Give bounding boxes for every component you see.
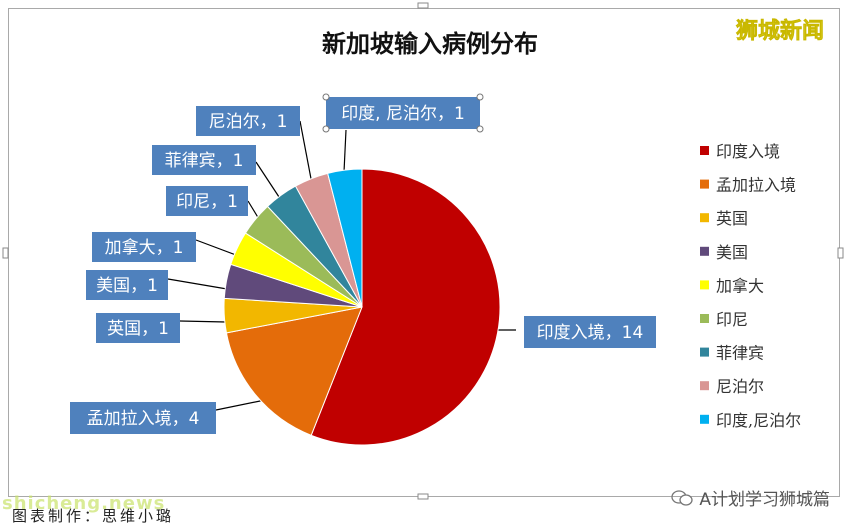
legend-swatch-7 [700, 347, 709, 357]
legend-swatch-6 [700, 314, 709, 323]
data-label-8[interactable]: 尼泊尔，1 [196, 106, 300, 136]
data-label-text-8: 尼泊尔，1 [209, 112, 288, 132]
data-label-box-2 [70, 402, 216, 434]
chart-title: 新加坡输入病例分布 [322, 30, 538, 58]
data-label-text-7: 菲律宾，1 [165, 151, 244, 171]
legend-swatch-8 [700, 381, 709, 391]
pie-slice-2 [225, 306, 363, 436]
legend-swatch-5 [700, 280, 709, 290]
label-selection-handle-4[interactable] [476, 125, 484, 133]
label-selection-handle-3[interactable] [322, 125, 330, 133]
frame-handle-right[interactable] [837, 247, 844, 259]
caption: 图表制作：思维小璐 [12, 507, 175, 525]
legend-label-7: 菲律宾 [716, 344, 764, 363]
data-label-5[interactable]: 加拿大，1 [92, 232, 196, 262]
legend-swatch-1 [700, 146, 709, 155]
footer-account: A计划学习狮城篇 [671, 485, 830, 510]
watermark: shicheng.news [2, 493, 166, 514]
data-label-box-6 [166, 186, 248, 216]
pie-slice-9 [327, 168, 363, 308]
leader-lines [167, 120, 516, 411]
data-label-text-3: 英国，1 [107, 319, 169, 339]
legend-swatch-3 [700, 213, 709, 223]
legend-label-8: 尼泊尔 [716, 377, 764, 396]
data-label-box-3 [96, 313, 180, 343]
data-label-2[interactable]: 孟加拉入境，4 [70, 402, 216, 434]
leader-line-5 [195, 239, 237, 256]
legend-swatch-4 [700, 246, 709, 256]
data-label-box-7 [152, 145, 256, 175]
legend-label-1: 印度入境 [716, 142, 780, 161]
data-label-text-4: 美国，1 [96, 276, 158, 296]
pie-slices [223, 168, 501, 446]
frame-handle-top[interactable] [417, 2, 429, 9]
legend-label-4: 美国 [716, 243, 748, 262]
legend-swatch-9 [700, 414, 709, 424]
data-label-text-1: 印度入境，14 [537, 323, 644, 343]
label-selection-handle-2[interactable] [476, 93, 484, 101]
data-label-text-2: 孟加拉入境，4 [87, 409, 200, 429]
data-label-4[interactable]: 美国，1 [86, 270, 168, 300]
brand-logo: 狮城新闻 [736, 18, 824, 44]
data-label-3[interactable]: 英国，1 [96, 313, 180, 343]
legend-swatch-2 [700, 179, 709, 189]
data-label-7[interactable]: 菲律宾，1 [152, 145, 256, 175]
chat-bubble-icon [671, 489, 694, 506]
leader-line-3 [179, 320, 227, 323]
leader-line-4 [167, 278, 228, 290]
data-label-box-5 [92, 232, 196, 262]
frame-handle-bottom[interactable] [417, 493, 429, 500]
data-label-text-9: 印度, 尼泊尔，1 [341, 104, 465, 124]
data-label-box-8 [196, 106, 300, 136]
legend-label-9: 印度,尼泊尔 [716, 411, 801, 430]
label-selection-handle-1[interactable] [322, 93, 330, 101]
legend-label-6: 印尼 [716, 310, 748, 329]
data-label-box-9 [326, 97, 480, 129]
data-label-text-5: 加拿大，1 [105, 237, 184, 258]
data-label-box-1 [524, 316, 656, 348]
legend-label-2: 孟加拉入境 [716, 176, 796, 195]
data-label-6[interactable]: 印尼，1 [166, 186, 248, 216]
pie-slice-1 [310, 168, 501, 446]
data-label-9[interactable]: 印度, 尼泊尔，1 [326, 97, 480, 129]
leader-line-9 [343, 129, 347, 173]
data-labels: 印度入境，14 孟加拉入境，4 英国，1 美国，1 加拿大，1 印尼，1 菲律宾，1 尼泊尔，… [70, 93, 656, 434]
data-label-text-6: 印尼，1 [176, 192, 238, 212]
footer-account-text: A计划学习狮城篇 [699, 490, 830, 510]
data-label-1[interactable]: 印度入境，14 [524, 316, 656, 348]
data-label-box-4 [86, 270, 168, 300]
legend-label-3: 英国 [716, 209, 748, 228]
leader-line-2 [215, 399, 266, 411]
leader-line-8 [299, 120, 313, 185]
frame-handle-left[interactable] [2, 247, 9, 259]
frame-handles[interactable] [2, 2, 844, 500]
leader-line-7 [255, 161, 282, 201]
legend-label-5: 加拿大 [716, 276, 764, 295]
